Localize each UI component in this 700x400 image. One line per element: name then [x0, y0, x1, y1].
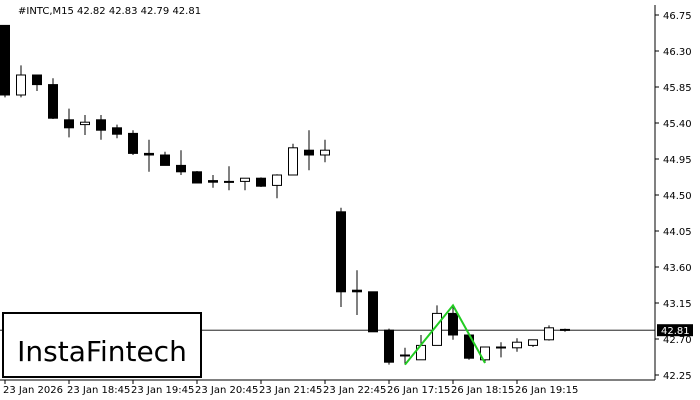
candle-body [528, 339, 538, 346]
candle-body [448, 312, 458, 336]
candle-body [208, 180, 218, 183]
candle-body [256, 177, 266, 187]
y-tick-label: 42.25 [663, 371, 692, 382]
candle-body [384, 329, 394, 363]
candle-body [352, 289, 362, 293]
y-tick-label: 46.75 [663, 11, 692, 22]
candle-body [16, 74, 26, 96]
x-tick-label: 23 Jan 2026 [3, 385, 63, 396]
y-tick-label: 43.60 [663, 263, 692, 274]
price-label-box [657, 324, 693, 337]
candle-body [336, 211, 346, 293]
price-label: 42.81 [661, 326, 690, 337]
y-tick-label: 46.30 [663, 47, 692, 58]
candle-body [400, 354, 410, 357]
y-tick-label: 45.85 [663, 83, 692, 94]
candle-body [304, 149, 314, 156]
x-tick-label: 23 Jan 21:45 [259, 385, 322, 396]
candle-body [64, 119, 74, 129]
candle-body [224, 180, 234, 183]
x-tick-label: 23 Jan 19:45 [131, 385, 194, 396]
candle-body [0, 24, 10, 96]
candle-body [544, 327, 554, 341]
y-tick-label: 43.15 [663, 299, 692, 310]
candle-body [48, 84, 58, 119]
x-tick-label: 23 Jan 22:45 [323, 385, 386, 396]
candle-body [96, 119, 106, 131]
candle-body [80, 121, 90, 126]
candle-body [288, 147, 298, 176]
chart-title: #INTC,M15 42.82 42.83 42.79 42.81 [18, 6, 201, 17]
candle-body [160, 154, 170, 166]
candle-body [560, 328, 570, 331]
y-tick-label: 44.95 [663, 155, 692, 166]
y-tick-label: 44.05 [663, 227, 692, 238]
candle-body [176, 164, 186, 173]
candle-body [320, 149, 330, 156]
y-tick-label: 42.70 [663, 335, 692, 346]
candle-body [144, 152, 154, 156]
pattern-line [404, 303, 486, 366]
candle-body [240, 177, 250, 182]
candle-body [368, 291, 378, 333]
x-tick-label: 26 Jan 17:15 [387, 385, 450, 396]
candle-body [32, 74, 42, 86]
x-tick-label: 23 Jan 18:45 [67, 385, 130, 396]
x-tick-label: 23 Jan 20:45 [195, 385, 258, 396]
candle-body [112, 127, 122, 135]
y-tick-label: 44.50 [663, 191, 692, 202]
candle-body [128, 132, 138, 154]
x-tick-label: 26 Jan 19:15 [515, 385, 578, 396]
candle-body [496, 346, 506, 349]
watermark-box [2, 312, 202, 378]
y-tick-label: 45.40 [663, 119, 692, 130]
watermark: InstaFintech [17, 335, 187, 368]
x-tick-label: 26 Jan 18:15 [451, 385, 514, 396]
candle-body [272, 174, 282, 186]
candle-body [512, 341, 522, 349]
candle-body [192, 171, 202, 184]
